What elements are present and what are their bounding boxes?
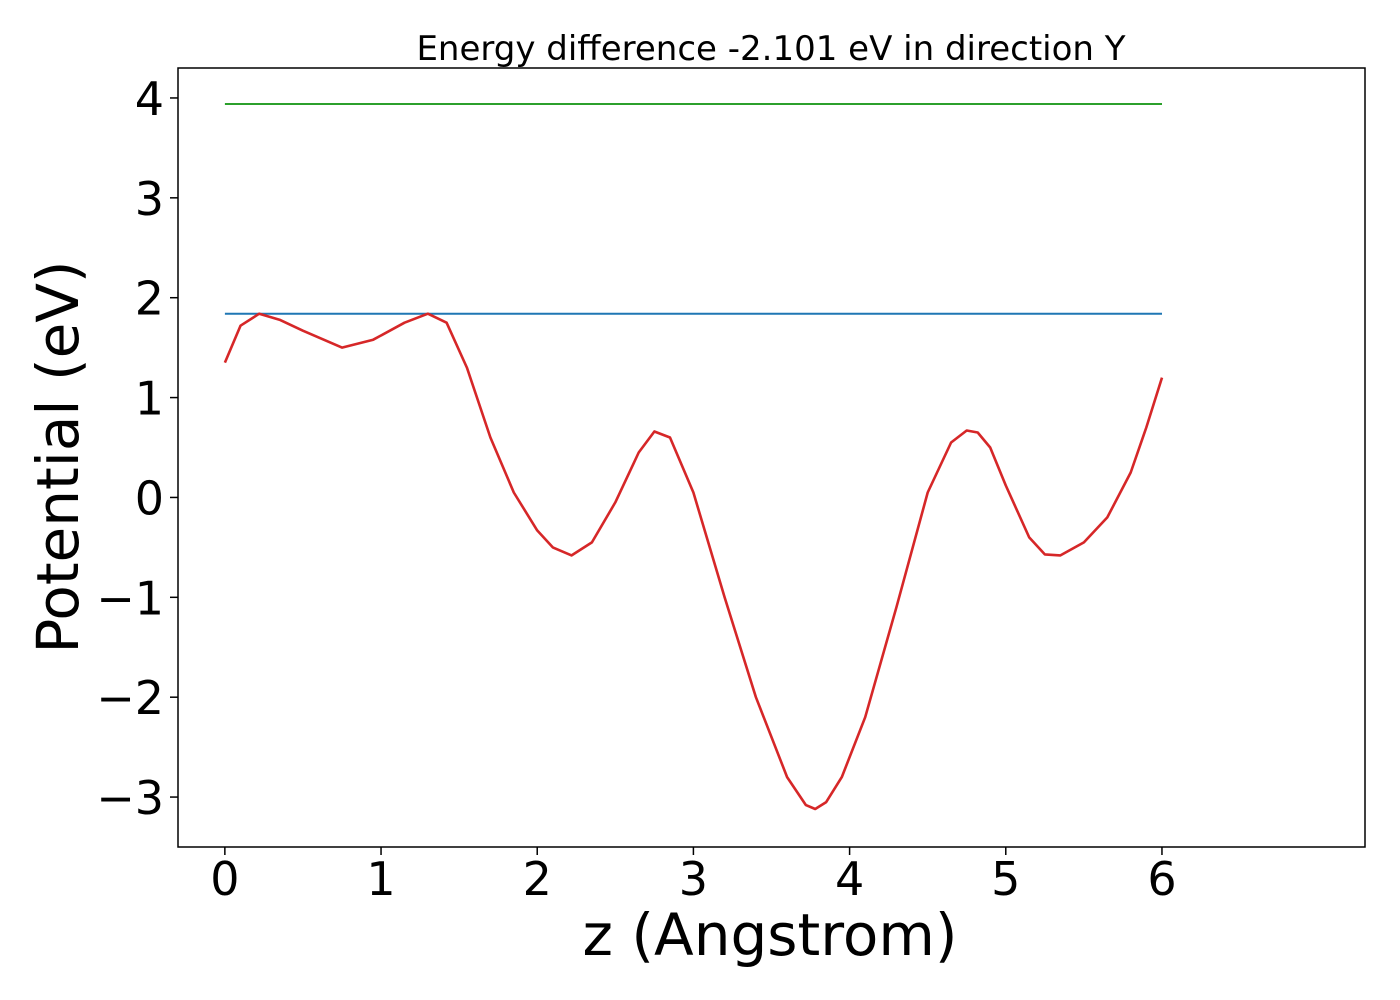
- plot-area-frame: [177, 67, 1366, 848]
- y-tick-label: −2: [96, 671, 164, 725]
- y-axis-ticks: −3 −2 −1 0 1 2 3 4: [96, 72, 178, 825]
- x-tick-label: 5: [991, 852, 1020, 906]
- series-line-2: [223, 312, 1164, 811]
- x-tick-label: 1: [366, 852, 395, 906]
- y-tick-label: −1: [96, 571, 164, 625]
- series-layer: [223, 103, 1164, 811]
- x-tick-label: 3: [679, 852, 708, 906]
- y-axis-label: Potential (eV): [24, 260, 92, 653]
- x-tick-label: 0: [210, 852, 239, 906]
- y-tick-label: 2: [135, 272, 164, 326]
- x-axis-label: z (Angstrom): [583, 901, 958, 969]
- y-tick-label: 3: [135, 172, 164, 226]
- x-tick-label: 6: [1147, 852, 1176, 906]
- x-tick-label: 2: [523, 852, 552, 906]
- x-axis-ticks: 0 1 2 3 4 5 6: [210, 847, 1177, 906]
- y-tick-label: 4: [135, 72, 164, 126]
- x-tick-label: 4: [835, 852, 864, 906]
- chart-title: Energy difference -2.101 eV in direction…: [416, 29, 1125, 69]
- y-tick-label: −3: [96, 771, 164, 825]
- y-tick-label: 0: [135, 471, 164, 525]
- y-tick-label: 1: [135, 372, 164, 426]
